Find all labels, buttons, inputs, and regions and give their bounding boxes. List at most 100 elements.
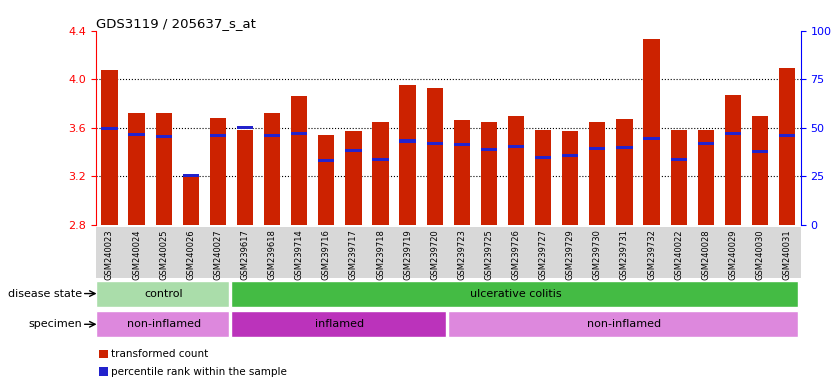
Text: ulcerative colitis: ulcerative colitis	[470, 288, 562, 299]
Text: GSM240025: GSM240025	[159, 229, 168, 280]
Text: GSM239729: GSM239729	[565, 229, 575, 280]
Bar	[123, 227, 150, 278]
FancyBboxPatch shape	[449, 311, 798, 337]
Bar	[210, 134, 226, 137]
Bar	[372, 158, 389, 161]
Text: GSM240031: GSM240031	[782, 229, 791, 280]
Text: GSM239714: GSM239714	[294, 229, 304, 280]
Bar	[557, 227, 584, 278]
Bar	[319, 135, 334, 225]
Bar	[291, 96, 307, 225]
Bar	[697, 142, 714, 145]
Bar	[345, 131, 361, 225]
FancyBboxPatch shape	[232, 281, 798, 306]
Bar	[421, 227, 449, 278]
Text: GSM239718: GSM239718	[376, 229, 385, 280]
Bar	[480, 122, 497, 225]
Bar	[345, 149, 361, 152]
Text: GSM239618: GSM239618	[268, 229, 277, 280]
Bar	[313, 227, 340, 278]
Text: GSM239617: GSM239617	[240, 229, 249, 280]
Bar	[535, 156, 551, 159]
Bar	[99, 367, 108, 376]
Bar	[102, 70, 118, 225]
FancyBboxPatch shape	[96, 281, 229, 306]
Bar	[204, 227, 231, 278]
Bar	[779, 68, 796, 225]
Bar	[264, 113, 280, 225]
Text: GSM239720: GSM239720	[430, 229, 440, 280]
Text: control: control	[144, 288, 183, 299]
Text: GDS3119 / 205637_s_at: GDS3119 / 205637_s_at	[96, 17, 256, 30]
Text: GSM239716: GSM239716	[322, 229, 331, 280]
Bar	[155, 113, 172, 225]
Text: percentile rank within the sample: percentile rank within the sample	[112, 366, 287, 377]
Bar	[610, 227, 638, 278]
Bar	[449, 227, 475, 278]
Text: disease state: disease state	[8, 288, 82, 299]
Bar	[96, 227, 123, 278]
Text: non-inflamed: non-inflamed	[127, 319, 201, 329]
Text: GSM239726: GSM239726	[511, 229, 520, 280]
Bar	[183, 174, 199, 177]
Bar	[508, 116, 525, 225]
Text: transformed count: transformed count	[112, 349, 208, 359]
Bar	[697, 130, 714, 225]
Text: GSM239723: GSM239723	[457, 229, 466, 280]
FancyBboxPatch shape	[232, 311, 445, 337]
Bar	[562, 154, 579, 157]
Text: specimen: specimen	[28, 319, 82, 329]
Text: non-inflamed: non-inflamed	[587, 319, 661, 329]
FancyBboxPatch shape	[96, 311, 229, 337]
Text: GSM239730: GSM239730	[593, 229, 602, 280]
Bar	[264, 134, 280, 137]
Bar	[644, 39, 660, 225]
Bar	[584, 227, 610, 278]
Bar	[340, 227, 367, 278]
Bar	[692, 227, 719, 278]
Bar	[671, 130, 687, 225]
Bar	[480, 148, 497, 151]
Text: GSM240022: GSM240022	[674, 229, 683, 280]
Text: GSM240024: GSM240024	[132, 229, 141, 280]
Bar	[232, 227, 259, 278]
Bar	[774, 227, 801, 278]
Bar	[285, 227, 313, 278]
Text: GSM239731: GSM239731	[620, 229, 629, 280]
Bar	[475, 227, 503, 278]
Bar	[779, 134, 796, 137]
Bar	[128, 113, 145, 225]
Bar	[616, 146, 633, 149]
Bar	[291, 132, 307, 135]
Bar	[671, 158, 687, 161]
Bar	[502, 227, 530, 278]
Bar	[725, 132, 741, 135]
Bar	[259, 227, 285, 278]
Bar	[725, 95, 741, 225]
Bar	[237, 130, 254, 225]
Bar	[666, 227, 692, 278]
Bar	[746, 227, 774, 278]
Bar	[454, 121, 470, 225]
Text: GSM240030: GSM240030	[756, 229, 765, 280]
Bar	[562, 131, 579, 225]
Text: GSM239732: GSM239732	[647, 229, 656, 280]
Bar	[178, 227, 204, 278]
Bar	[752, 151, 768, 154]
Bar	[616, 119, 633, 225]
Text: GSM240026: GSM240026	[186, 229, 195, 280]
Text: GSM240029: GSM240029	[728, 229, 737, 280]
Bar	[372, 122, 389, 225]
Text: GSM240027: GSM240027	[214, 229, 223, 280]
Text: GSM240023: GSM240023	[105, 229, 114, 280]
Bar	[752, 116, 768, 225]
Bar	[535, 130, 551, 225]
Bar	[426, 88, 443, 225]
Bar	[530, 227, 557, 278]
Bar	[99, 350, 108, 358]
Bar	[155, 135, 172, 138]
Bar	[454, 143, 470, 146]
Text: GSM239719: GSM239719	[403, 229, 412, 280]
Text: GSM239727: GSM239727	[539, 229, 548, 280]
Bar	[183, 175, 199, 225]
